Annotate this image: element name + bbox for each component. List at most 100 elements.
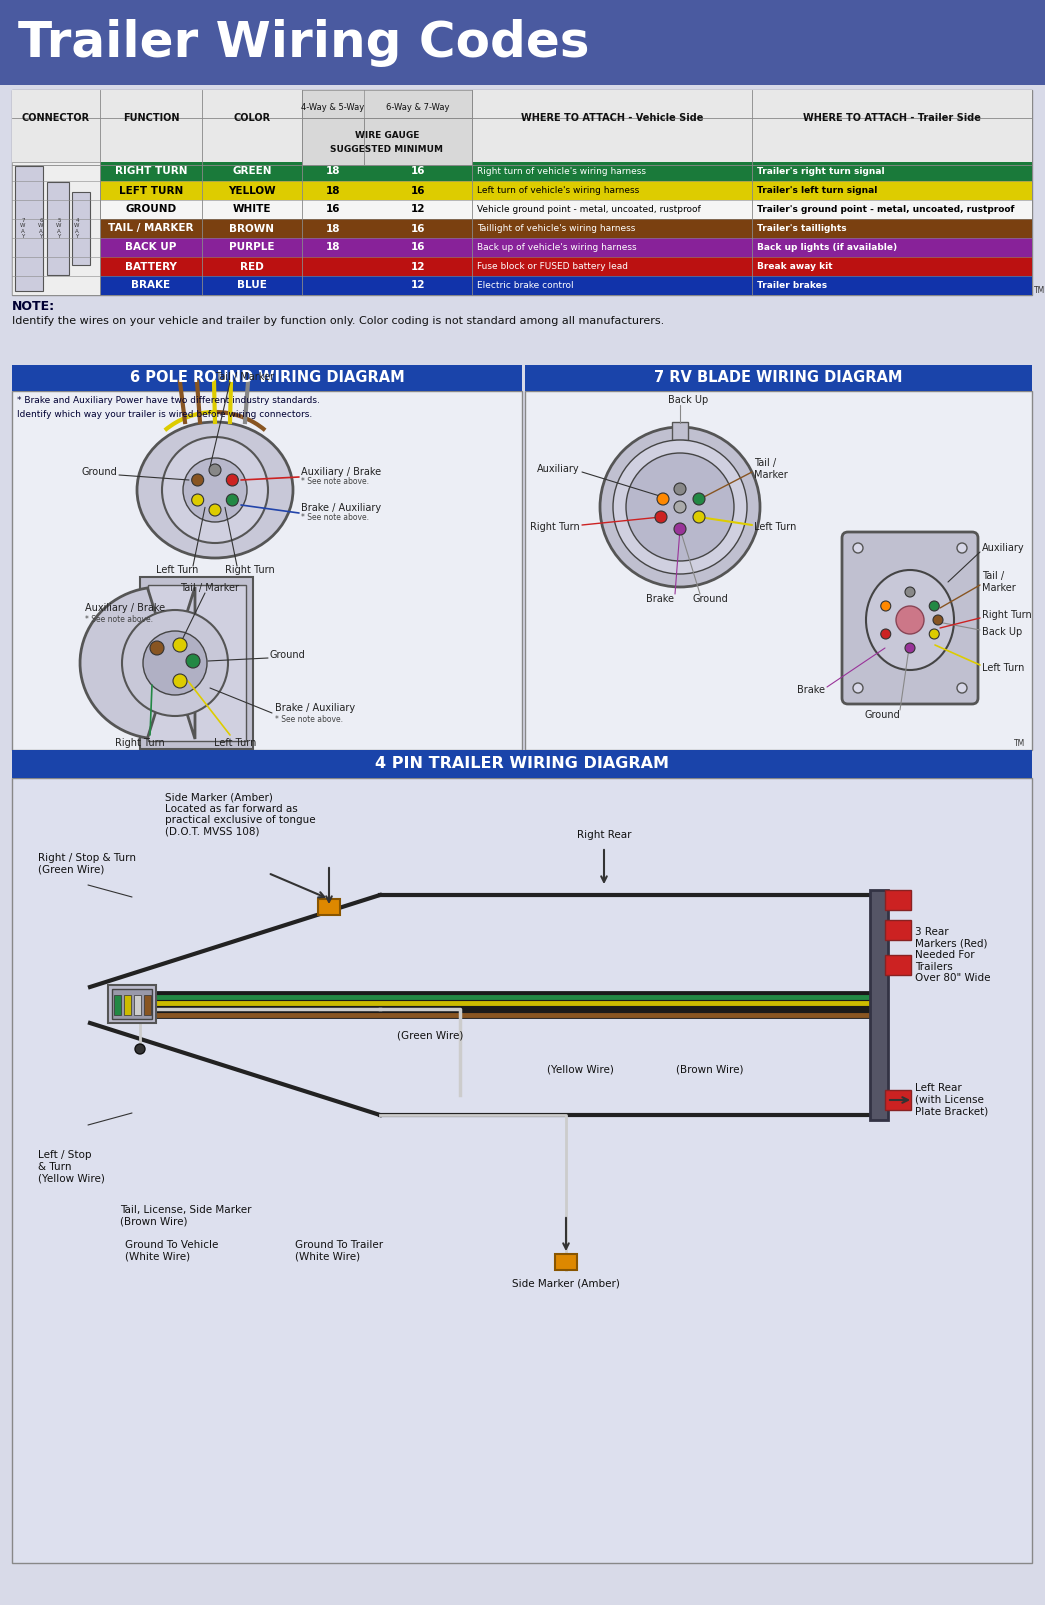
Text: Ground: Ground <box>82 467 117 477</box>
FancyBboxPatch shape <box>842 531 978 705</box>
Circle shape <box>693 493 705 506</box>
Bar <box>11 218 100 238</box>
Circle shape <box>657 493 669 506</box>
Text: 16: 16 <box>411 242 425 252</box>
Bar <box>148 584 246 742</box>
Text: Back Up: Back Up <box>982 628 1022 637</box>
Text: Brake: Brake <box>797 685 825 695</box>
Text: Right Turn: Right Turn <box>530 522 580 531</box>
Text: 7 RV BLADE WIRING DIAGRAM: 7 RV BLADE WIRING DIAGRAM <box>654 371 902 385</box>
Bar <box>47 181 69 274</box>
Text: 12: 12 <box>411 262 425 271</box>
Bar <box>525 364 1032 392</box>
Circle shape <box>191 473 204 486</box>
Bar <box>11 257 100 276</box>
Text: Break away kit: Break away kit <box>757 262 833 271</box>
Text: Brake: Brake <box>646 594 674 603</box>
Text: Tail / Marker: Tail / Marker <box>215 372 275 382</box>
Circle shape <box>929 600 939 612</box>
Bar <box>11 238 100 257</box>
Bar <box>11 201 100 218</box>
Circle shape <box>613 440 747 575</box>
Text: GREEN: GREEN <box>232 167 272 177</box>
Text: * See note above.: * See note above. <box>301 478 369 486</box>
Text: Trailer Wiring Codes: Trailer Wiring Codes <box>18 19 589 67</box>
Text: Right Rear: Right Rear <box>577 830 631 839</box>
Bar <box>124 995 131 1014</box>
Text: Identify the wires on your vehicle and trailer by function only. Color coding is: Identify the wires on your vehicle and t… <box>11 316 665 326</box>
Text: 4
W
A
Y: 4 W A Y <box>74 218 79 239</box>
Text: BLUE: BLUE <box>237 281 266 291</box>
Text: Trailer brakes: Trailer brakes <box>757 281 828 291</box>
Circle shape <box>853 684 863 693</box>
Text: TAIL / MARKER: TAIL / MARKER <box>109 223 193 233</box>
Circle shape <box>655 510 667 523</box>
Text: Right Turn: Right Turn <box>225 565 275 575</box>
Circle shape <box>957 684 967 693</box>
Polygon shape <box>80 587 195 738</box>
Circle shape <box>905 644 915 653</box>
Text: (Green Wire): (Green Wire) <box>397 1030 463 1040</box>
Text: FUNCTION: FUNCTION <box>122 112 180 124</box>
Text: Electric brake control: Electric brake control <box>477 281 574 291</box>
Ellipse shape <box>866 570 954 669</box>
Text: Left Turn: Left Turn <box>214 738 256 748</box>
Circle shape <box>693 510 705 523</box>
Bar <box>302 90 472 165</box>
Bar <box>11 181 100 201</box>
Bar <box>11 90 1032 295</box>
Circle shape <box>853 542 863 554</box>
Circle shape <box>135 1043 145 1054</box>
Text: Back Up: Back Up <box>668 395 709 404</box>
Text: * See note above.: * See note above. <box>275 716 343 724</box>
Text: Vehicle ground point - metal, uncoated, rustproof: Vehicle ground point - metal, uncoated, … <box>477 205 701 213</box>
Bar <box>11 778 1032 1563</box>
Ellipse shape <box>137 422 293 559</box>
Text: Auxiliary: Auxiliary <box>982 542 1025 554</box>
Text: Brake / Auxiliary: Brake / Auxiliary <box>301 502 381 514</box>
Circle shape <box>183 457 247 522</box>
Circle shape <box>162 437 268 542</box>
Text: 18: 18 <box>326 186 341 196</box>
Circle shape <box>674 501 686 514</box>
Bar <box>72 193 90 265</box>
Text: Auxiliary / Brake: Auxiliary / Brake <box>301 467 381 477</box>
Bar <box>870 891 888 1120</box>
Bar <box>885 920 911 941</box>
Circle shape <box>600 427 760 587</box>
Bar <box>134 995 141 1014</box>
Text: Ground: Ground <box>692 594 728 603</box>
Text: LEFT TURN: LEFT TURN <box>119 186 183 196</box>
Circle shape <box>674 523 686 534</box>
Text: SUGGESTED MINIMUM: SUGGESTED MINIMUM <box>330 146 443 154</box>
Text: 18: 18 <box>326 223 341 233</box>
Bar <box>885 1090 911 1111</box>
Bar <box>11 162 100 295</box>
Bar <box>100 201 1032 218</box>
Text: Brake / Auxiliary: Brake / Auxiliary <box>275 703 355 713</box>
Text: 6 POLE ROUND WIRING DIAGRAM: 6 POLE ROUND WIRING DIAGRAM <box>130 371 404 385</box>
Text: 16: 16 <box>411 223 425 233</box>
Text: Ground To Trailer
(White Wire): Ground To Trailer (White Wire) <box>295 1241 384 1262</box>
Circle shape <box>143 631 207 695</box>
Bar <box>100 276 1032 295</box>
Text: WIRE GAUGE: WIRE GAUGE <box>355 132 419 141</box>
Text: 5
W
A
Y: 5 W A Y <box>56 218 62 239</box>
Text: 12: 12 <box>411 281 425 291</box>
Bar <box>11 162 100 181</box>
Text: Trailer's right turn signal: Trailer's right turn signal <box>757 167 885 177</box>
Bar <box>144 995 150 1014</box>
Circle shape <box>626 453 734 562</box>
Circle shape <box>173 639 187 652</box>
Circle shape <box>896 607 924 634</box>
Circle shape <box>227 494 238 506</box>
Text: TM: TM <box>1014 738 1025 748</box>
Text: 6-Way & 7-Way: 6-Way & 7-Way <box>387 103 449 112</box>
Text: Tail /
Marker: Tail / Marker <box>754 457 788 480</box>
Circle shape <box>674 483 686 494</box>
Circle shape <box>191 494 204 506</box>
Text: Taillight of vehicle's wiring harness: Taillight of vehicle's wiring harness <box>477 225 635 233</box>
Bar <box>885 955 911 974</box>
Text: 4 PIN TRAILER WIRING DIAGRAM: 4 PIN TRAILER WIRING DIAGRAM <box>375 756 669 772</box>
Text: Left Turn: Left Turn <box>156 565 199 575</box>
